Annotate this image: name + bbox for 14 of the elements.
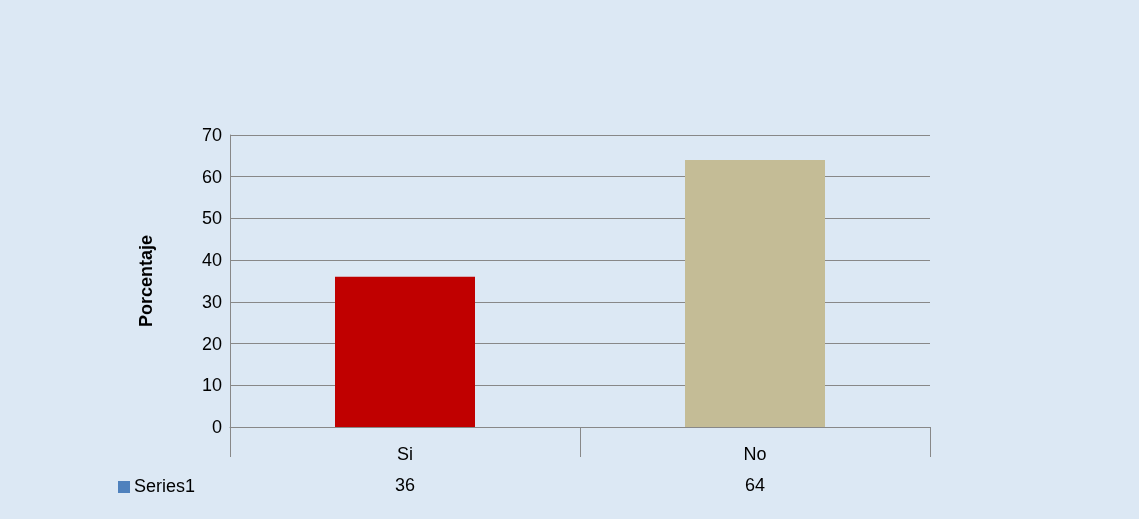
data-label: 64 [744,475,766,495]
x-tick-label: No [743,444,767,464]
y-tick-label: 40 [201,250,222,271]
y-tick-label: 30 [201,291,222,312]
x-tick-label: Si [396,444,414,464]
y-tick-label: 70 [201,125,222,145]
data-label: 36 [394,475,416,495]
y-axis-title: Porcentaje [136,234,156,328]
y-tick-label: 0 [211,417,222,437]
y-tick-label: 60 [201,166,222,187]
y-tick-label: 20 [201,333,222,354]
y-tick-label: 10 [201,375,222,396]
text: Series1 [134,476,196,497]
y-tick-label: 50 [201,208,222,229]
